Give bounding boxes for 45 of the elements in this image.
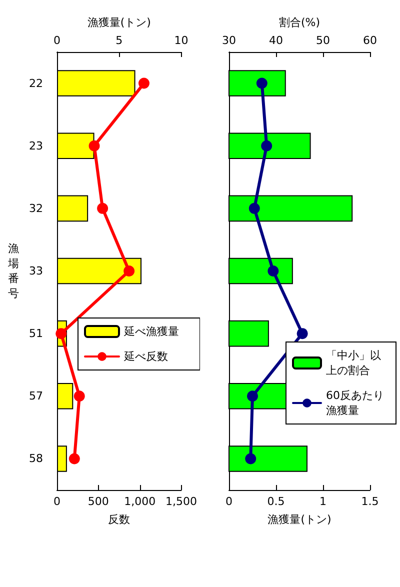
x2-tick-label: 5	[116, 34, 123, 47]
x2-tick-label: 60	[363, 34, 377, 47]
y-tick-label: 23	[29, 139, 43, 152]
x-tick-label: 500	[88, 495, 109, 508]
x-tick-label: 0.5	[267, 495, 285, 508]
x-axis-title: 漁獲量(トン)	[268, 513, 332, 526]
y-tick-label: 22	[29, 76, 43, 90]
point	[247, 390, 258, 402]
point	[138, 78, 150, 89]
x2-tick-label: 30	[222, 34, 236, 47]
x2-tick-label: 50	[316, 34, 330, 47]
x2-tick-label: 40	[269, 34, 283, 47]
x2-axis-title: 割合(%)	[278, 16, 320, 29]
point	[256, 78, 268, 89]
point	[68, 453, 80, 464]
x-tick-label: 1	[320, 495, 326, 508]
x-tick-label: 1,000	[124, 495, 156, 508]
x2-axis-title: 漁獲量(トン)	[87, 16, 151, 29]
point	[296, 328, 308, 340]
legend-label: 延べ反数	[123, 350, 168, 363]
point	[88, 140, 100, 152]
y-tick-label: 32	[29, 202, 43, 215]
x-axis-title: 反数	[108, 513, 130, 526]
legend-label: 延べ漁獲量	[123, 325, 179, 338]
point	[74, 390, 85, 402]
point	[261, 140, 272, 152]
x-tick-label: 0	[226, 495, 232, 508]
point	[56, 328, 67, 340]
legend-label: 「中小」以上の割合	[326, 349, 381, 377]
x-tick-label: 1.5	[361, 495, 379, 508]
y-axis-title: 漁場番号	[7, 242, 19, 300]
y-tick-label: 57	[29, 390, 43, 403]
point	[124, 266, 135, 276]
y-tick-label: 33	[29, 264, 43, 278]
y-tick-label: 58	[29, 452, 43, 466]
x2-tick-label: 10	[174, 34, 188, 47]
x-tick-label: 1,500	[166, 495, 198, 508]
y-tick-label: 51	[29, 327, 43, 340]
x-tick-label: 0	[54, 495, 60, 508]
point	[245, 453, 256, 464]
point	[248, 202, 260, 214]
point	[268, 266, 279, 276]
point	[97, 202, 108, 214]
x2-tick-label: 0	[54, 34, 60, 47]
legend-label: 60反あたり漁獲量	[326, 389, 384, 417]
